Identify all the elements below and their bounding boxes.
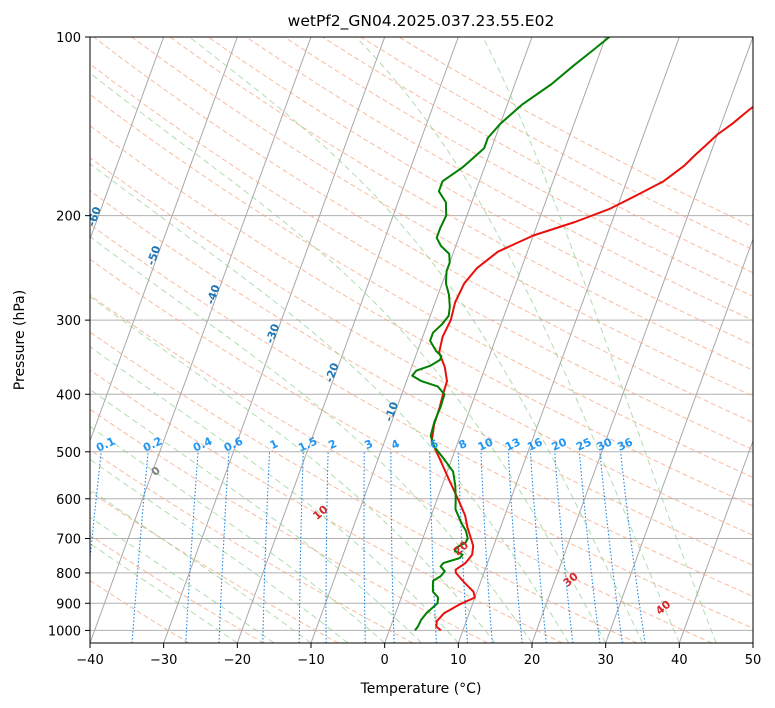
dry-adiabat-line bbox=[93, 37, 753, 424]
dry-adiabat-line bbox=[90, 63, 753, 451]
isotherm-line bbox=[90, 37, 165, 241]
isotherm-line bbox=[236, 37, 459, 643]
moist-adiabat-line bbox=[90, 388, 422, 643]
y-tick-label: 400 bbox=[56, 388, 81, 403]
mixing-ratio-line bbox=[218, 451, 230, 643]
temperature-line bbox=[430, 105, 753, 632]
isotherm-line bbox=[163, 37, 386, 643]
mixing-ratio-line bbox=[363, 451, 366, 643]
dry-adiabat-line bbox=[90, 294, 712, 643]
x-tick-label: 50 bbox=[745, 653, 762, 668]
x-tick-label: 30 bbox=[597, 653, 614, 668]
moist-adiabat-line bbox=[90, 458, 349, 643]
mixing-ratio-label: 36 bbox=[615, 435, 635, 453]
y-tick-label: 600 bbox=[56, 493, 81, 508]
plot-frame bbox=[89, 36, 754, 644]
y-tick-label: 800 bbox=[56, 567, 81, 582]
x-tick-label: −40 bbox=[76, 653, 103, 668]
mixing-ratio-label: 25 bbox=[574, 435, 593, 453]
y-tick-label: 500 bbox=[56, 446, 81, 461]
chart-title: wetPf2_GN04.2025.037.23.55.E02 bbox=[288, 12, 555, 31]
isotherm-label: -10 bbox=[382, 400, 401, 423]
moist-adiabat-line bbox=[90, 236, 533, 643]
isotherm-label: -30 bbox=[263, 322, 282, 345]
mixing-ratio-line bbox=[185, 451, 199, 643]
moist-adiabat-line bbox=[90, 425, 386, 643]
dry-adiabat-line bbox=[90, 258, 753, 629]
mixing-ratio-line bbox=[529, 451, 547, 643]
x-tick-label: 40 bbox=[671, 653, 688, 668]
isotherm-line bbox=[531, 37, 753, 643]
isotherm-line bbox=[678, 439, 753, 643]
mixing-ratio-line bbox=[480, 451, 493, 643]
y-tick-label: 700 bbox=[56, 533, 81, 548]
isotherm-line bbox=[457, 37, 680, 643]
moist-adiabat-line bbox=[90, 542, 238, 643]
moist-adiabat-line bbox=[90, 296, 496, 643]
y-axis-label: Pressure (hPa) bbox=[12, 290, 28, 390]
sounding-profiles bbox=[411, 37, 753, 632]
x-axis-label: Temperature (°C) bbox=[360, 681, 482, 697]
isotherm-line bbox=[605, 237, 753, 643]
dry-adiabat-line bbox=[90, 331, 638, 643]
moist-adiabat-line bbox=[90, 346, 459, 643]
x-tick-label: 10 bbox=[450, 653, 467, 668]
dry-adiabat-line bbox=[90, 190, 753, 567]
dry-adiabat-line bbox=[90, 157, 753, 536]
mixing-ratio-line bbox=[507, 451, 523, 643]
mixing-ratio-line bbox=[390, 451, 395, 643]
dry-adiabat-line bbox=[90, 534, 264, 643]
dry-adiabat-line bbox=[90, 93, 753, 479]
background-reference-lines bbox=[90, 37, 753, 643]
mixing-ratio-label: 20 bbox=[550, 435, 570, 453]
x-axis-ticks: −40 −30 −20 −10 0 10 20 30 40 50 bbox=[76, 643, 761, 668]
x-tick-label: −30 bbox=[150, 653, 177, 668]
mixing-ratio-line bbox=[262, 451, 271, 643]
dry-adiabat-line bbox=[284, 37, 753, 297]
isotherm-label: -40 bbox=[204, 283, 223, 306]
moist-adiabat-line bbox=[90, 516, 275, 643]
isotherm-line bbox=[90, 37, 238, 443]
x-tick-label: −10 bbox=[297, 653, 324, 668]
y-tick-label: 900 bbox=[56, 597, 81, 612]
mixing-ratio-label: 30 bbox=[595, 435, 615, 453]
moist-adiabat-line bbox=[482, 37, 717, 643]
x-tick-label: −20 bbox=[224, 653, 251, 668]
x-tick-label: 0 bbox=[381, 653, 389, 668]
mixing-ratio-line bbox=[429, 451, 437, 643]
dry-adiabat-line bbox=[90, 223, 753, 598]
y-tick-label: 100 bbox=[56, 31, 81, 46]
dry-adiabat-line bbox=[90, 125, 753, 507]
dry-adiabat-line bbox=[90, 408, 488, 643]
moist-adiabat-line bbox=[90, 72, 607, 643]
moist-adiabat-line bbox=[355, 37, 680, 643]
dry-adiabat-line bbox=[245, 37, 753, 321]
mixing-ratio-label: 13 bbox=[503, 435, 522, 453]
dewpoint-line bbox=[411, 37, 610, 631]
isotherm-line bbox=[90, 37, 312, 643]
y-tick-label: 1000 bbox=[48, 624, 81, 639]
isotherm-line bbox=[384, 37, 607, 643]
mixing-ratio-line bbox=[298, 451, 304, 643]
y-axis-ticks: 100 200 300 400 500 600 700 800 900 1000 bbox=[48, 31, 90, 639]
isotherm-label: -50 bbox=[144, 244, 163, 267]
moist-adiabat-line bbox=[90, 488, 312, 643]
mixing-ratio-line bbox=[131, 451, 149, 643]
mixing-ratio-line bbox=[325, 451, 329, 643]
mixing-ratio-label: 10 bbox=[476, 435, 496, 453]
x-tick-label: 20 bbox=[524, 653, 541, 668]
mixing-ratio-label: 16 bbox=[525, 435, 545, 453]
y-tick-label: 200 bbox=[56, 210, 81, 225]
dry-adiabat-line bbox=[90, 369, 563, 643]
isotherm-label: -20 bbox=[323, 361, 342, 384]
y-tick-label: 300 bbox=[56, 314, 81, 329]
